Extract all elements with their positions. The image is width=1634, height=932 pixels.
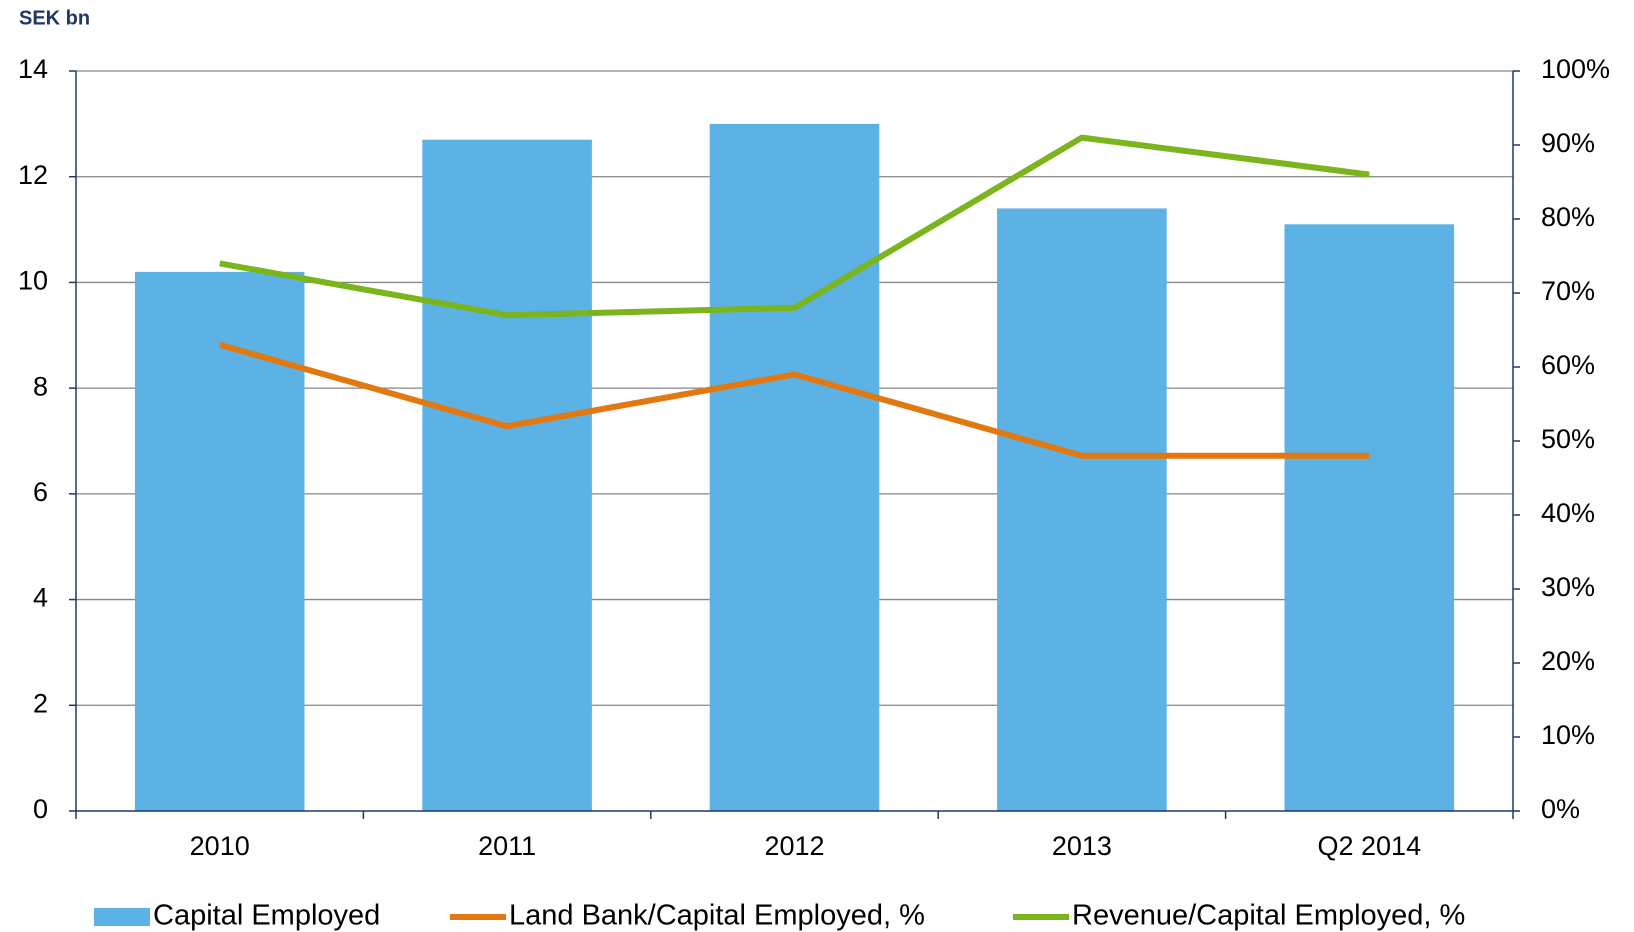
y-tick-label: 12 — [18, 160, 48, 190]
y-tick-label: 8 — [33, 371, 48, 401]
bar — [997, 208, 1167, 811]
legend-swatch — [94, 908, 150, 926]
x-tick-label: 2013 — [1052, 831, 1112, 861]
y-tick-label: 6 — [33, 477, 48, 507]
y-tick-label: 0 — [33, 794, 48, 824]
y-tick-label: 4 — [33, 583, 48, 613]
y-tick-label: 10 — [18, 266, 48, 296]
x-tick-label: 2011 — [478, 831, 536, 861]
y2-tick-label: 30% — [1541, 572, 1595, 602]
x-tick-label: 2012 — [764, 831, 824, 861]
legend-label: Revenue/Capital Employed, % — [1072, 900, 1465, 932]
x-tick-label: 2010 — [190, 831, 250, 861]
bar — [1284, 224, 1455, 812]
y2-tick-label: 0% — [1541, 794, 1580, 824]
y2-tick-label: 80% — [1541, 202, 1595, 232]
y-tick-label: 2 — [33, 688, 48, 718]
line — [219, 134, 1370, 319]
line — [218, 341, 1370, 459]
legend-label: Capital Employed — [153, 900, 380, 932]
y-axis-title: SEK bn — [19, 7, 90, 29]
y2-tick-label: 40% — [1541, 498, 1595, 528]
y2-tick-label: 90% — [1541, 128, 1595, 158]
y-tick-label: 14 — [18, 54, 48, 84]
bar — [134, 271, 305, 811]
bar — [709, 123, 880, 812]
y2-tick-label: 50% — [1541, 424, 1595, 454]
y2-tick-label: 10% — [1541, 720, 1595, 750]
y2-tick-label: 20% — [1541, 646, 1595, 676]
x-tick-label: Q2 2014 — [1318, 831, 1422, 861]
y2-tick-label: 60% — [1541, 350, 1595, 380]
bar — [422, 139, 592, 811]
legend-label: Land Bank/Capital Employed, % — [509, 900, 925, 932]
y2-tick-label: 100% — [1541, 54, 1610, 84]
y2-tick-label: 70% — [1541, 276, 1595, 306]
